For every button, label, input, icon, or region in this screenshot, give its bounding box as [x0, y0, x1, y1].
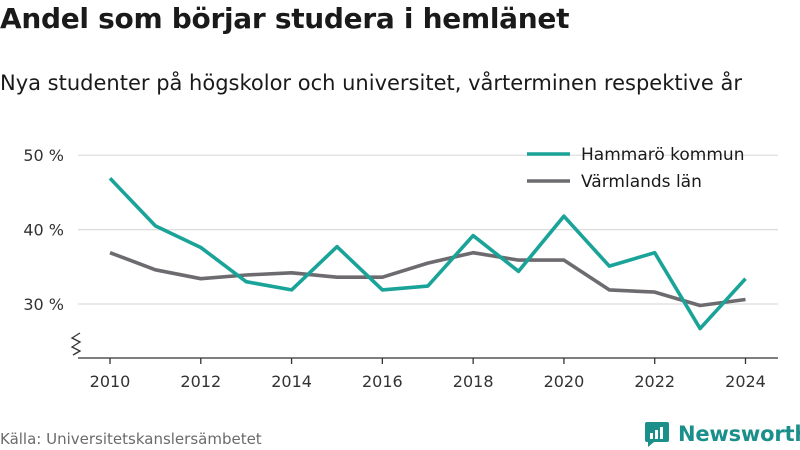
- series-lines: [108, 177, 747, 331]
- legend: Hammarö kommun Värmlands län: [527, 145, 744, 192]
- y-axis: 30 % 40 % 50 %: [23, 146, 82, 356]
- legend-label: Hammarö kommun: [581, 145, 744, 165]
- chart-title: Andel som börjar studera i hemlänet: [0, 2, 570, 35]
- brand-logo: Newsworthy: [644, 419, 800, 449]
- series-line: [108, 177, 747, 331]
- chart-subtitle: Nya studenter på högskolor och universit…: [0, 71, 742, 95]
- grid-lines: [78, 154, 778, 305]
- x-tick-label: 2012: [180, 372, 221, 391]
- x-axis: 2010 2012 2014 2016 2018 2020 2022 2024: [78, 357, 778, 391]
- source-note: Källa: Universitetskanslersämbetet: [0, 430, 262, 448]
- series-line: [109, 250, 746, 308]
- newsworthy-logo-icon: [645, 422, 669, 447]
- x-tick-label: 2020: [544, 372, 585, 391]
- x-tick-label: 2022: [634, 372, 675, 391]
- x-tick-label: 2016: [362, 372, 403, 391]
- x-tick-label: 2014: [271, 372, 312, 391]
- x-tick-label: 2024: [725, 372, 766, 391]
- axis-break-icon: [70, 332, 82, 356]
- y-tick-label: 40 %: [23, 221, 64, 240]
- y-tick-label: 30 %: [23, 295, 64, 314]
- y-tick-label: 50 %: [23, 146, 64, 165]
- brand-name: Newsworthy: [678, 422, 800, 446]
- x-tick-label: 2010: [90, 372, 131, 391]
- legend-label: Värmlands län: [581, 172, 702, 192]
- x-tick-label: 2018: [453, 372, 494, 391]
